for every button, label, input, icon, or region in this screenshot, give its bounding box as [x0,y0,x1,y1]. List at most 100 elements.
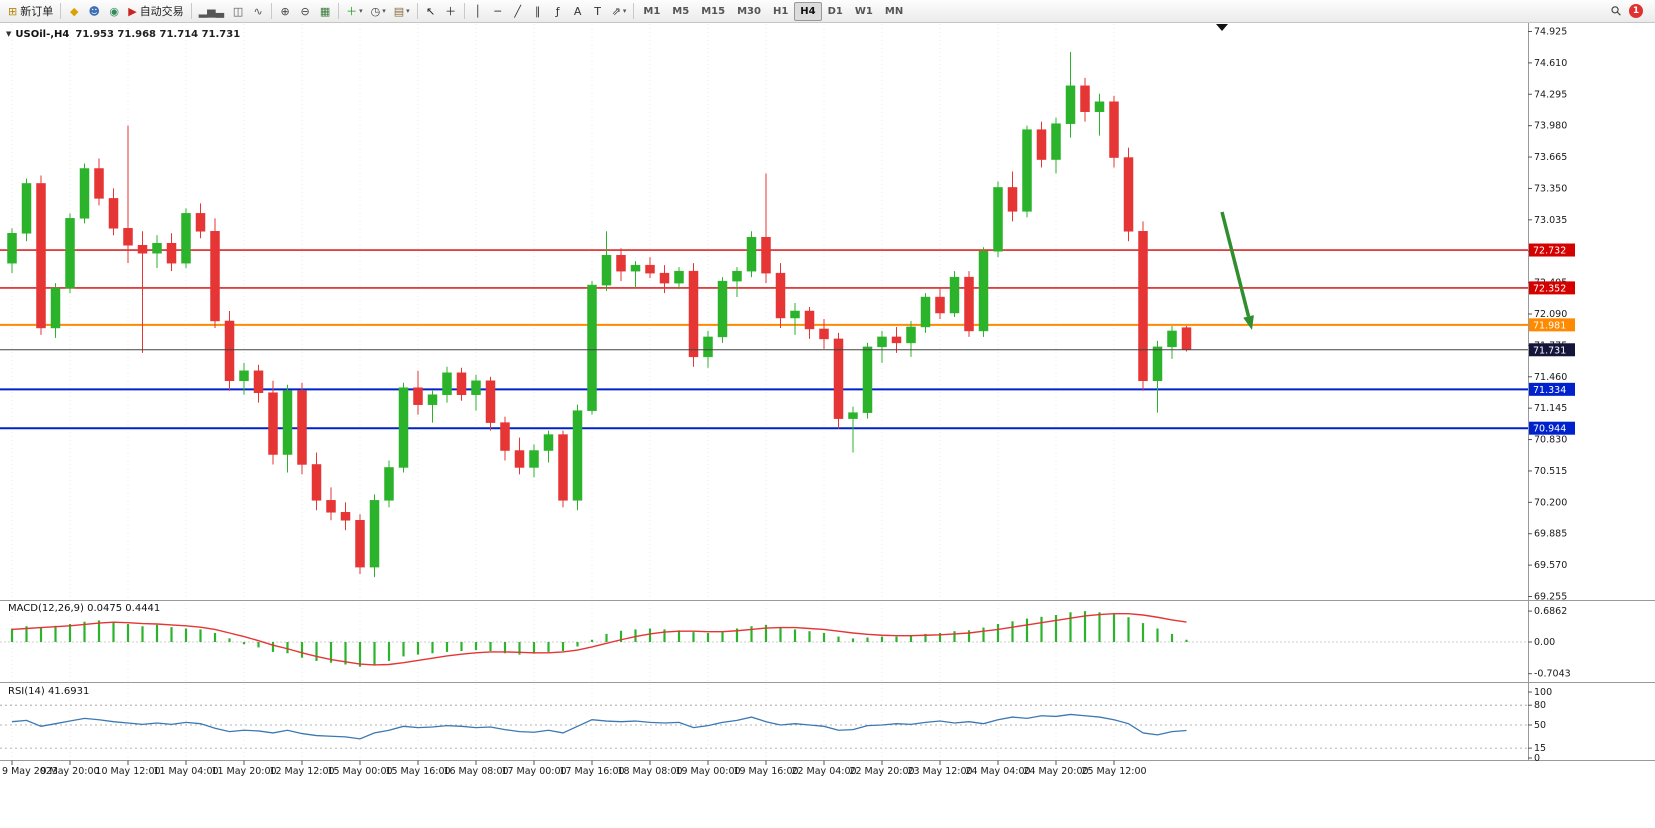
svg-text:80: 80 [1534,700,1546,711]
rsi-line [11,713,1187,740]
candle [819,318,829,349]
candle [181,208,191,269]
timeframe-m5[interactable]: M5 [672,5,690,17]
panel-separators [0,23,1655,761]
candle [587,281,597,415]
candle [1123,147,1134,242]
horizontal-line-button[interactable]: ─ [488,2,508,21]
dropdown-arrow-icon: ▾ [622,7,627,15]
svg-text:17 May 16:00: 17 May 16:00 [559,766,624,777]
candle [340,502,351,531]
timeframe-mn[interactable]: MN [884,5,904,17]
candle [862,342,873,419]
crosshair-button[interactable]: ＋ [441,2,461,21]
candle [137,231,148,353]
time-marker [1216,24,1228,31]
arrows-button[interactable]: ⇗ ▾ [608,2,631,21]
svg-text:10 May 12:00: 10 May 12:00 [95,766,160,777]
community-icon: ◉ [109,4,120,18]
candle [311,452,322,511]
new-order-button[interactable]: ⊞ 新订单 [4,2,57,21]
price-badge: 72.352 [1529,281,1575,295]
crosshair-icon: ＋ [445,4,457,18]
zoom-in-button[interactable]: ⊕ [275,2,295,21]
svg-text:23 May 12:00: 23 May 12:00 [907,766,972,777]
svg-text:17 May 00:00: 17 May 00:00 [501,766,566,777]
timeframe-m1[interactable]: M1 [643,5,661,17]
timeframe-d1[interactable]: D1 [827,5,843,17]
candle [456,367,467,401]
candle [1167,325,1177,359]
tile-windows-icon: ▦ [319,4,331,18]
sound-button[interactable]: ◆ [64,2,84,21]
candle [543,430,554,463]
candle [630,261,641,289]
candle [413,370,423,415]
cursor-button[interactable]: ↖ [421,2,441,21]
candle [746,231,757,278]
bar-chart-button[interactable]: ▂▅▃ [195,2,228,21]
candle [1036,121,1047,168]
price-axis: 74.925 74.610 74.295 73.980 73.665 73.350 73.0… [1528,26,1575,603]
line-chart-button[interactable]: ∿ [248,2,268,21]
accounts-icon: ☻ [88,4,100,18]
toolbar-separator [633,3,635,19]
accounts-button[interactable]: ☻ [84,2,104,21]
candle [935,287,945,319]
autotrading-button[interactable]: ▶ 自动交易 [124,2,187,21]
timeframe-m15[interactable]: M15 [701,5,726,17]
svg-text:70.944: 70.944 [1533,424,1566,435]
notification-badge[interactable]: 1 [1629,4,1643,18]
timeframe-w1[interactable]: W1 [854,5,873,17]
community-button[interactable]: ◉ [104,2,124,21]
svg-text:69.255: 69.255 [1534,592,1567,603]
candle [1080,77,1090,122]
zoom-out-button[interactable]: ⊖ [295,2,315,21]
timeframe-h1[interactable]: H1 [772,5,789,17]
svg-text:12 May 12:00: 12 May 12:00 [269,766,334,777]
candle [1181,326,1192,352]
svg-text:0.00: 0.00 [1534,637,1555,648]
indicators-icon: ＋ [346,4,358,18]
fibonacci-button[interactable]: ƒ [548,2,568,21]
candle [891,326,902,353]
candle [1138,221,1148,391]
text-button[interactable]: A [568,2,588,21]
dropdown-arrow-icon: ▾ [406,7,410,15]
svg-text:25 May 12:00: 25 May 12:00 [1081,766,1146,777]
candle [485,376,496,431]
rsi-panel[interactable]: 100 80 50 150 [0,687,1552,764]
svg-text:71.981: 71.981 [1533,320,1566,331]
vertical-line-button[interactable]: │ [468,2,488,21]
price-badge: 71.731 [1529,343,1575,357]
candlestick-chart-button[interactable]: ◫ [228,2,248,21]
search-icon[interactable]: ⚲ [1608,2,1626,20]
tile-windows-button[interactable]: ▦ [315,2,335,21]
svg-text:18 May 08:00: 18 May 08:00 [617,766,682,777]
periods-button[interactable]: ◷ ▾ [367,2,390,21]
chart-title: ▼ USOil-,H4 71.953 71.968 71.714 71.731 [6,29,240,40]
arrow-annotation[interactable] [1220,211,1254,330]
candle [268,380,278,465]
candle [253,364,264,403]
candle [239,362,249,395]
candle [369,494,380,578]
svg-text:0.6862: 0.6862 [1534,606,1567,617]
timeframe-m30[interactable]: M30 [737,5,761,17]
timeframe-h4[interactable]: H4 [794,1,822,21]
candle [558,430,568,508]
main-panel[interactable] [0,51,1528,578]
indicators-button[interactable]: ＋ ▾ [342,2,367,21]
svg-text:9 May 2023: 9 May 2023 [2,766,58,777]
trendline-button[interactable]: ╱ [508,2,528,21]
one-click-trading-expander[interactable]: ▼ [6,30,12,38]
macd-panel[interactable]: 0.6862 0.00 -0.7043 [0,606,1571,680]
svg-text:24 May 20:00: 24 May 20:00 [1023,766,1088,777]
macd-signal-line [11,612,1187,666]
channel-button[interactable]: ∥ [528,2,548,21]
text-label-button[interactable]: T [588,2,608,21]
autotrading-icon: ▶ [128,4,137,18]
templates-button[interactable]: ▤ ▾ [390,2,414,21]
